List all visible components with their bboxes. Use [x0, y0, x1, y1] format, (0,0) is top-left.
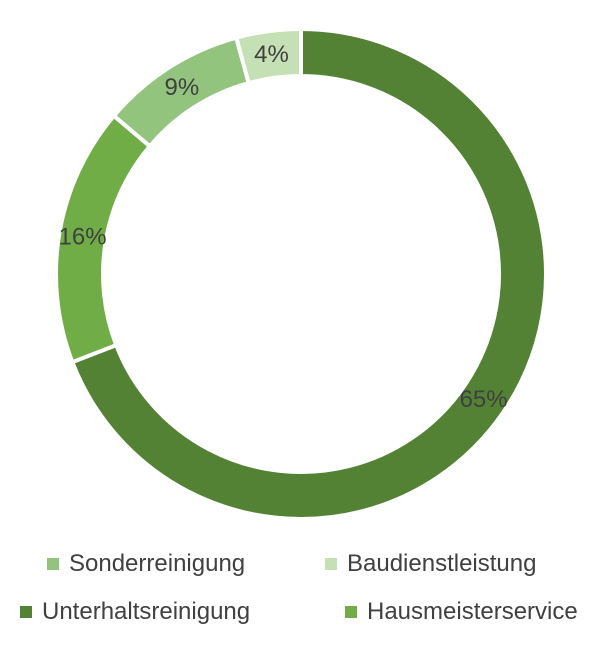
- legend-label-unterhaltsreinigung: Unterhaltsreinigung: [42, 598, 251, 625]
- legend-swatch-hausmeisterservice: [345, 606, 357, 618]
- legend-swatch-baudienstleistung: [325, 558, 337, 570]
- slice-label-hausmeisterservice: 16%: [59, 224, 107, 251]
- slice-label-baudienstleistung: 4%: [254, 41, 289, 68]
- chart-legend: Sonderreinigung Baudienstleistung Unterh…: [0, 540, 612, 664]
- donut-slice-unterhaltsreinigung: [69, 26, 548, 521]
- legend-item-unterhaltsreinigung: Unterhaltsreinigung: [20, 600, 250, 624]
- legend-item-hausmeisterservice: Hausmeisterservice: [345, 600, 578, 624]
- legend-item-sonderreinigung: Sonderreinigung: [47, 552, 245, 576]
- legend-item-baudienstleistung: Baudienstleistung: [325, 552, 536, 576]
- legend-label-baudienstleistung: Baudienstleistung: [347, 550, 537, 577]
- legend-label-hausmeisterservice: Hausmeisterservice: [367, 598, 578, 625]
- legend-label-sonderreinigung: Sonderreinigung: [69, 550, 246, 577]
- legend-swatch-sonderreinigung: [47, 558, 59, 570]
- donut-chart: 65% 16% 9% 4%: [56, 26, 548, 521]
- slice-label-unterhaltsreinigung: 65%: [460, 386, 508, 413]
- slice-label-sonderreinigung: 9%: [164, 74, 199, 101]
- chart-area: 65% 16% 9% 4%: [56, 26, 548, 521]
- donut-slice-baudienstleistung: [233, 26, 303, 86]
- legend-swatch-unterhaltsreinigung: [20, 606, 32, 618]
